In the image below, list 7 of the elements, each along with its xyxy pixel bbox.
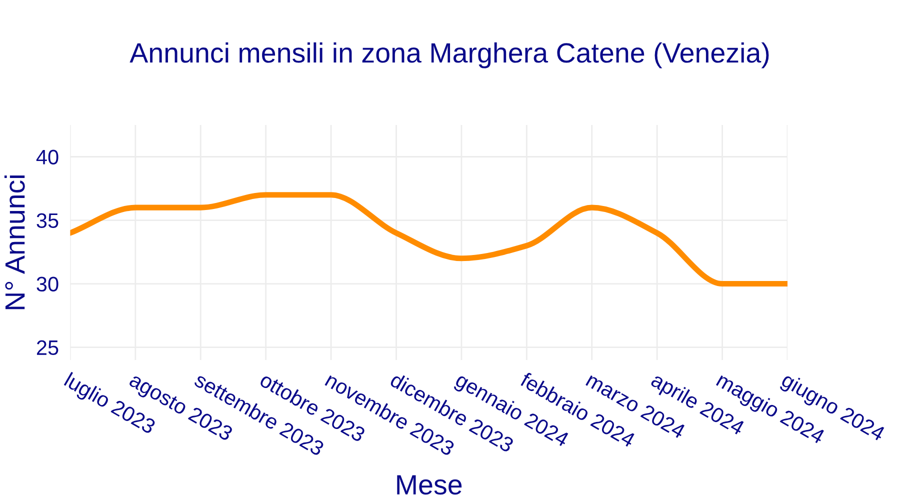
chart-title: Annunci mensili in zona Marghera Catene (Venezia) (130, 42, 769, 68)
y-tick-label: 35 (36, 213, 58, 228)
y-tick-label: 40 (36, 150, 58, 165)
x-axis-title: Mese (397, 475, 462, 495)
y-tick-label: 25 (36, 340, 58, 356)
y-tick-label: 30 (36, 276, 58, 292)
y-axis-title: N° Annunci (4, 175, 25, 310)
